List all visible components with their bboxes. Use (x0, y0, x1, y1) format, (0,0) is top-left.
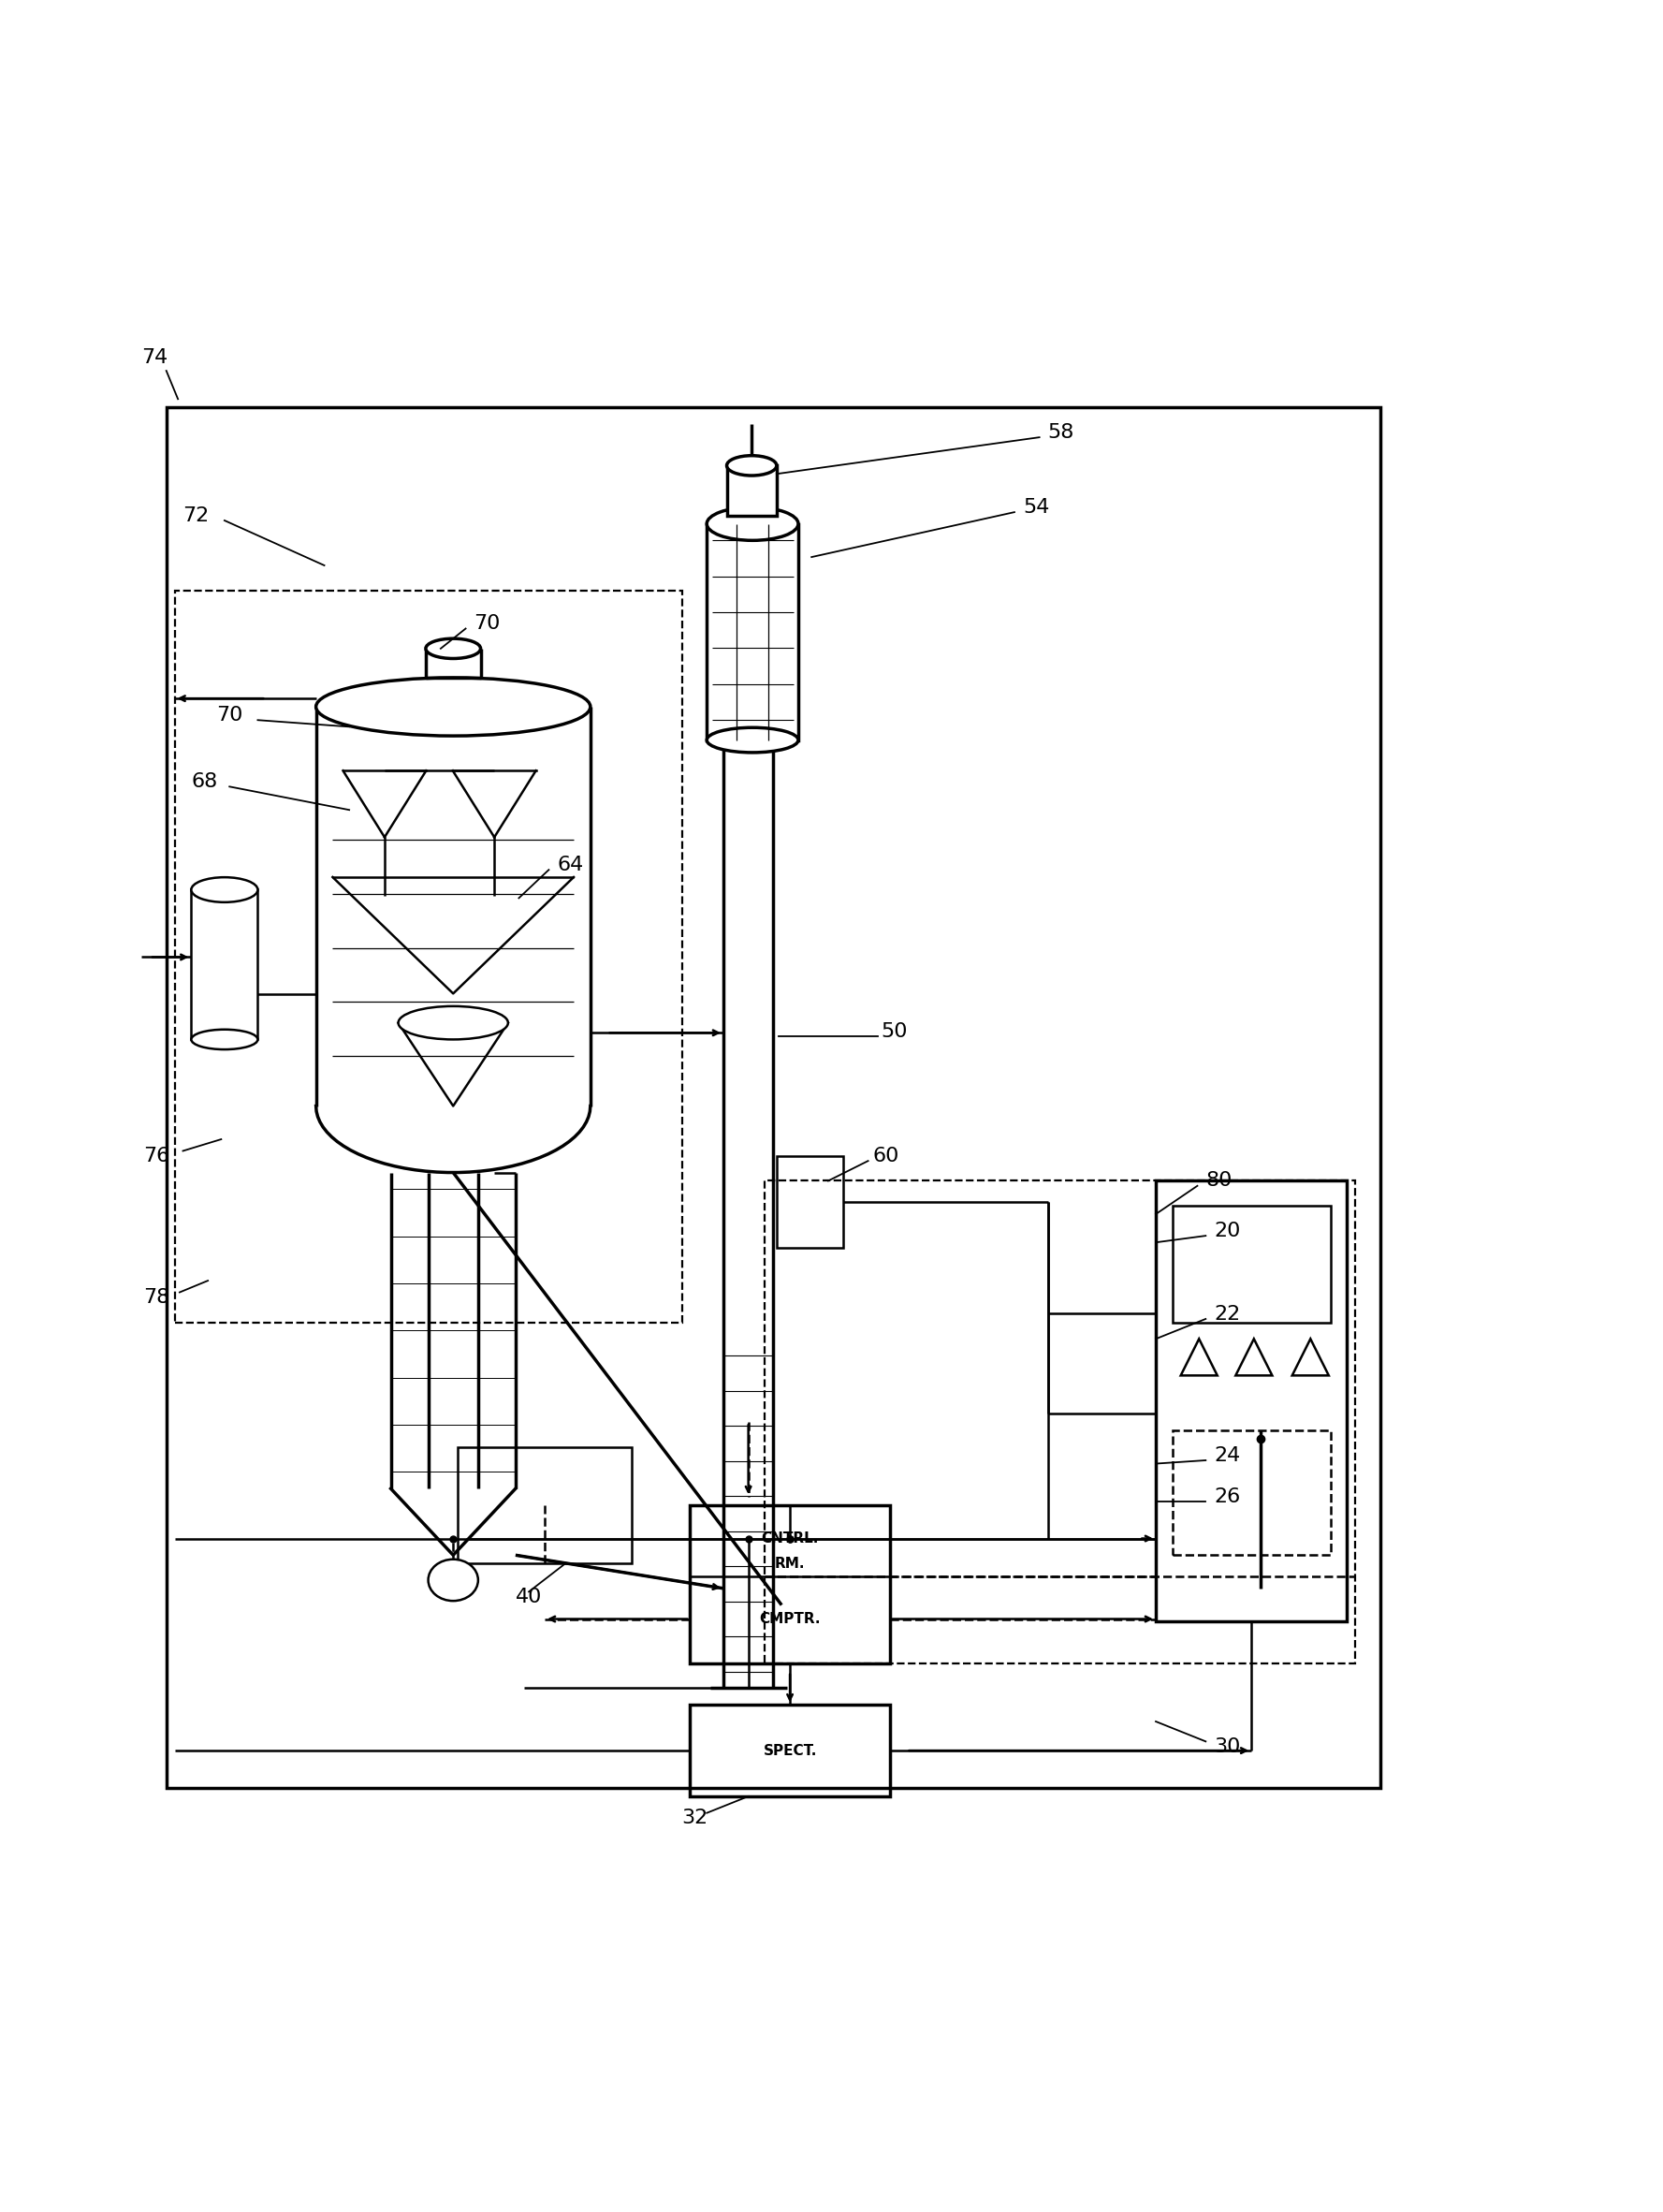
Bar (1172, 1431, 1330, 1555)
Ellipse shape (316, 677, 590, 737)
Text: 58: 58 (1048, 422, 1074, 442)
Text: 30: 30 (1214, 1736, 1241, 1756)
Text: RM.: RM. (775, 1557, 805, 1571)
Ellipse shape (191, 1029, 258, 1048)
Ellipse shape (426, 639, 481, 659)
Text: CNTRL.: CNTRL. (762, 1531, 818, 1546)
Text: 54: 54 (1023, 498, 1049, 518)
Text: SPECT.: SPECT. (763, 1743, 817, 1759)
Ellipse shape (727, 456, 777, 476)
Text: 70: 70 (474, 615, 501, 633)
Text: 70: 70 (216, 706, 243, 726)
Bar (457, 1447, 632, 1564)
Text: 64: 64 (557, 856, 584, 874)
Text: 50: 50 (881, 1022, 908, 1040)
Bar (1156, 1181, 1347, 1621)
Text: 74: 74 (141, 347, 168, 367)
Text: 40: 40 (516, 1588, 542, 1606)
Text: 60: 60 (873, 1146, 900, 1166)
Ellipse shape (191, 878, 258, 902)
Ellipse shape (399, 1006, 509, 1040)
Text: 20: 20 (1214, 1221, 1241, 1241)
Bar (690, 1705, 890, 1796)
Text: 76: 76 (143, 1146, 170, 1166)
Text: 80: 80 (1206, 1172, 1232, 1190)
Text: 72: 72 (183, 507, 210, 524)
Ellipse shape (707, 507, 798, 540)
Ellipse shape (707, 728, 798, 752)
Bar (727, 465, 777, 515)
Text: 68: 68 (191, 772, 218, 792)
Ellipse shape (427, 1559, 479, 1601)
Bar (690, 1504, 890, 1663)
Text: 32: 32 (682, 1809, 708, 1827)
Text: CMPTR.: CMPTR. (760, 1613, 820, 1626)
Text: 24: 24 (1214, 1447, 1241, 1464)
Text: 22: 22 (1214, 1305, 1241, 1323)
Bar (175, 591, 682, 1323)
Bar (707, 524, 798, 741)
Bar (191, 889, 258, 1040)
Text: 78: 78 (143, 1287, 170, 1307)
Text: 26: 26 (1214, 1486, 1241, 1506)
Bar (777, 1157, 843, 1248)
Bar (166, 407, 1380, 1787)
Bar (765, 1181, 1355, 1663)
Bar (1172, 1206, 1330, 1323)
